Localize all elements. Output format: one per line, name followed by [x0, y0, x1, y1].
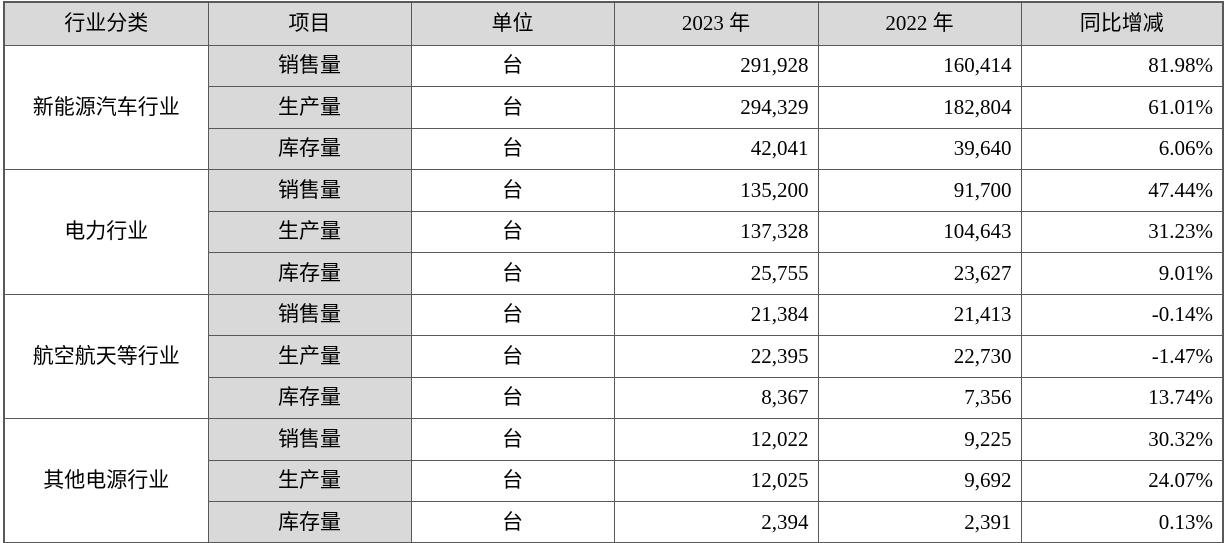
item-cell: 销售量 [207, 418, 412, 461]
table-row: 生产量 台 137,328 104,643 31.23% [4, 210, 1224, 253]
yoy-cell: 61.01% [1020, 86, 1224, 129]
unit-cell: 台 [410, 335, 615, 378]
unit-cell: 台 [410, 169, 615, 212]
table-row: 生产量 台 294,329 182,804 61.01% [4, 86, 1224, 129]
unit-cell: 台 [410, 86, 615, 129]
unit-cell: 台 [410, 210, 615, 253]
table-row: 其他电源行业 销售量 台 12,022 9,225 30.32% [3, 418, 1224, 543]
unit-cell: 台 [410, 501, 615, 543]
unit-cell: 台 [410, 293, 615, 336]
table-body: 新能源汽车行业 销售量 台 291,928 160,414 81.98% 生产量… [3, 44, 1224, 543]
value-2023-cell: 291,928 [613, 44, 819, 87]
value-2023-cell: 137,328 [613, 210, 819, 253]
value-2022-cell: 39,640 [817, 127, 1022, 170]
table-row: 库存量 台 42,041 39,640 6.06% [4, 127, 1224, 170]
item-cell: 生产量 [207, 459, 412, 502]
column-header-yoy: 同比增减 [1020, 1, 1224, 46]
unit-cell: 台 [410, 418, 615, 461]
value-2023-cell: 135,200 [613, 169, 819, 212]
column-header-industry: 行业分类 [3, 1, 209, 46]
unit-cell: 台 [410, 44, 615, 87]
item-cell: 库存量 [207, 127, 412, 170]
yoy-cell: 31.23% [1020, 210, 1224, 253]
item-cell: 销售量 [207, 293, 412, 336]
item-cell: 生产量 [207, 86, 412, 129]
value-2022-cell: 7,356 [817, 376, 1022, 419]
value-2022-cell: 21,413 [817, 293, 1022, 336]
item-cell: 销售量 [207, 169, 412, 212]
yoy-cell: 81.98% [1020, 44, 1224, 87]
yoy-cell: 47.44% [1020, 169, 1224, 212]
table-row: 生产量 台 12,025 9,692 24.07% [4, 459, 1224, 502]
yoy-cell: -1.47% [1020, 335, 1224, 378]
unit-cell: 台 [410, 127, 615, 170]
table-row: 航空航天等行业 销售量 台 21,384 21,413 -0.14% [3, 293, 1224, 419]
item-cell: 销售量 [207, 44, 412, 87]
value-2022-cell: 104,643 [817, 210, 1022, 253]
value-2023-cell: 12,022 [613, 418, 819, 461]
yoy-cell: 30.32% [1020, 418, 1224, 461]
value-2023-cell: 42,041 [613, 127, 819, 170]
unit-cell: 台 [410, 252, 615, 295]
yoy-cell: -0.14% [1020, 293, 1224, 336]
unit-cell: 台 [410, 459, 615, 502]
column-header-unit: 单位 [410, 1, 615, 46]
item-cell: 库存量 [207, 501, 412, 543]
column-header-2022: 2022 年 [817, 1, 1022, 46]
value-2023-cell: 12,025 [613, 459, 819, 502]
yoy-cell: 0.13% [1020, 501, 1224, 543]
unit-cell: 台 [410, 376, 615, 419]
industry-cell: 航空航天等行业 [3, 293, 209, 419]
value-2023-cell: 2,394 [613, 501, 819, 543]
item-cell: 生产量 [207, 335, 412, 378]
value-2023-cell: 21,384 [613, 293, 819, 336]
value-2022-cell: 9,692 [817, 459, 1022, 502]
industry-cell: 电力行业 [3, 169, 209, 295]
value-2023-cell: 294,329 [613, 86, 819, 129]
table-row: 库存量 台 2,394 2,391 0.13% [4, 501, 1224, 543]
value-2022-cell: 91,700 [817, 169, 1022, 212]
yoy-cell: 24.07% [1020, 459, 1224, 502]
yoy-cell: 9.01% [1020, 252, 1224, 295]
table-row: 库存量 台 8,367 7,356 13.74% [4, 376, 1224, 419]
value-2023-cell: 22,395 [613, 335, 819, 378]
column-header-2023: 2023 年 [613, 1, 819, 46]
industry-cell: 其他电源行业 [3, 418, 209, 543]
table-header: 行业分类 项目 单位 2023 年 2022 年 同比增减 [3, 1, 1224, 46]
value-2022-cell: 2,391 [817, 501, 1022, 543]
table-row: 新能源汽车行业 销售量 台 291,928 160,414 81.98% [3, 44, 1224, 170]
header-row: 行业分类 项目 单位 2023 年 2022 年 同比增减 [3, 1, 1224, 46]
table-row: 电力行业 销售量 台 135,200 91,700 47.44% [3, 169, 1224, 295]
industry-cell: 新能源汽车行业 [3, 44, 209, 170]
value-2022-cell: 182,804 [817, 86, 1022, 129]
value-2022-cell: 22,730 [817, 335, 1022, 378]
column-header-item: 项目 [207, 1, 412, 46]
yoy-cell: 6.06% [1020, 127, 1224, 170]
table-row: 生产量 台 22,395 22,730 -1.47% [4, 335, 1224, 378]
value-2022-cell: 9,225 [817, 418, 1022, 461]
industry-production-sales-table: 行业分类 项目 单位 2023 年 2022 年 同比增减 新能源汽车行业 销售… [3, 1, 1224, 543]
value-2022-cell: 23,627 [817, 252, 1022, 295]
item-cell: 库存量 [207, 376, 412, 419]
value-2023-cell: 8,367 [613, 376, 819, 419]
item-cell: 库存量 [207, 252, 412, 295]
yoy-cell: 13.74% [1020, 376, 1224, 419]
item-cell: 生产量 [207, 210, 412, 253]
value-2023-cell: 25,755 [613, 252, 819, 295]
value-2022-cell: 160,414 [817, 44, 1022, 87]
table-row: 库存量 台 25,755 23,627 9.01% [4, 252, 1224, 295]
